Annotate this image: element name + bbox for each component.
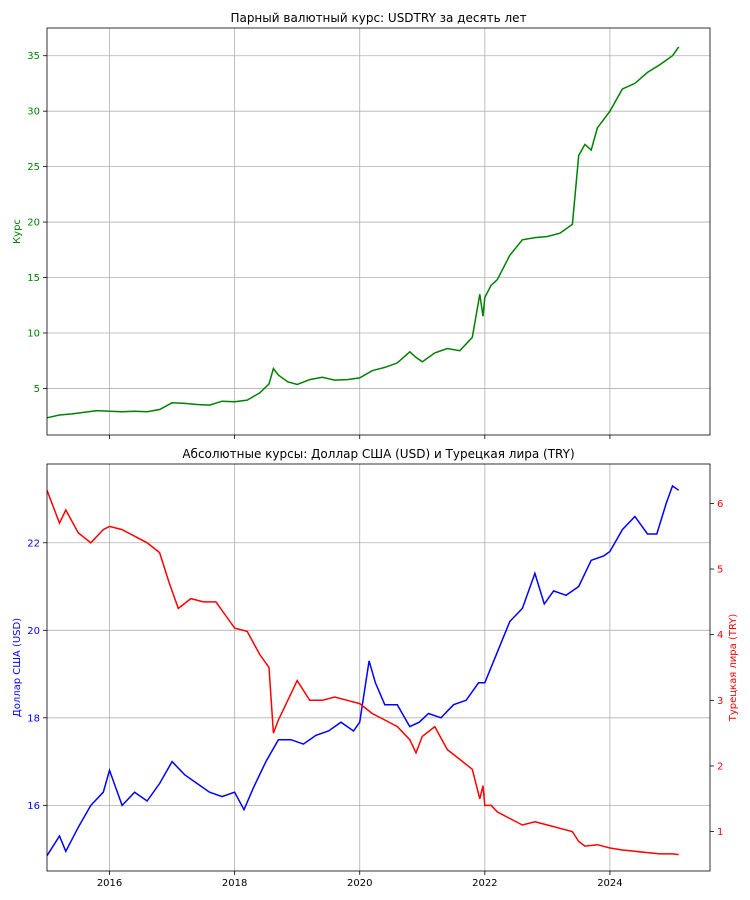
- y-right-tick-label: 6: [717, 499, 723, 510]
- usdtry-grid: [47, 28, 710, 435]
- y-right-tick-label: 3: [717, 696, 723, 707]
- y-right-tick-label: 2: [717, 761, 723, 772]
- y-right-tick-label: 4: [717, 630, 723, 641]
- x-tick-label: 2016: [97, 878, 122, 889]
- usd-try-grid: [47, 464, 710, 871]
- usd-absolute-line: [46, 484, 680, 857]
- y-right-tick-label: 5: [717, 565, 723, 576]
- y-tick-label: 30: [27, 107, 40, 118]
- usdtry-ticks: 5 10 15 20 25 30 35: [27, 51, 611, 439]
- usdtry-chart-title: Парный валютный курс: USDTRY за десять л…: [230, 11, 526, 25]
- y-tick-label: 10: [27, 328, 40, 339]
- y-tick-label: 35: [27, 51, 40, 62]
- usd-y-axis-label: Доллар США (USD): [12, 618, 23, 717]
- try-y-axis-label: Турецкая лира (TRY): [728, 614, 739, 723]
- y-right-tick-label: 1: [717, 827, 723, 838]
- y-tick-label: 5: [34, 384, 40, 395]
- usdtry-rate-line: [46, 46, 680, 419]
- x-tick-label: 2022: [472, 878, 497, 889]
- usdtry-axes-frame: [46, 27, 711, 436]
- y-tick-label: 20: [27, 218, 40, 229]
- usd-try-chart-title: Абсолютные курсы: Доллар США (USD) и Тур…: [182, 447, 574, 461]
- x-tick-label: 2020: [347, 878, 372, 889]
- try-absolute-line: [46, 490, 679, 856]
- x-tick-label: 2024: [597, 878, 622, 889]
- y-tick-label: 20: [27, 626, 40, 637]
- usdtry-y-axis-label: Курс: [12, 219, 23, 244]
- y-tick-label: 25: [27, 162, 40, 173]
- x-tick-label: 2018: [222, 878, 247, 889]
- y-tick-label: 15: [27, 273, 40, 284]
- y-tick-label: 16: [27, 801, 40, 812]
- y-tick-label: 22: [27, 538, 40, 549]
- usd-try-axes-frame: [46, 463, 711, 872]
- usdtry-chart-panel: 5 10 15 20 25 30 35 Парный валютный курс: USDT…: [12, 11, 711, 439]
- y-tick-label: 18: [27, 713, 40, 724]
